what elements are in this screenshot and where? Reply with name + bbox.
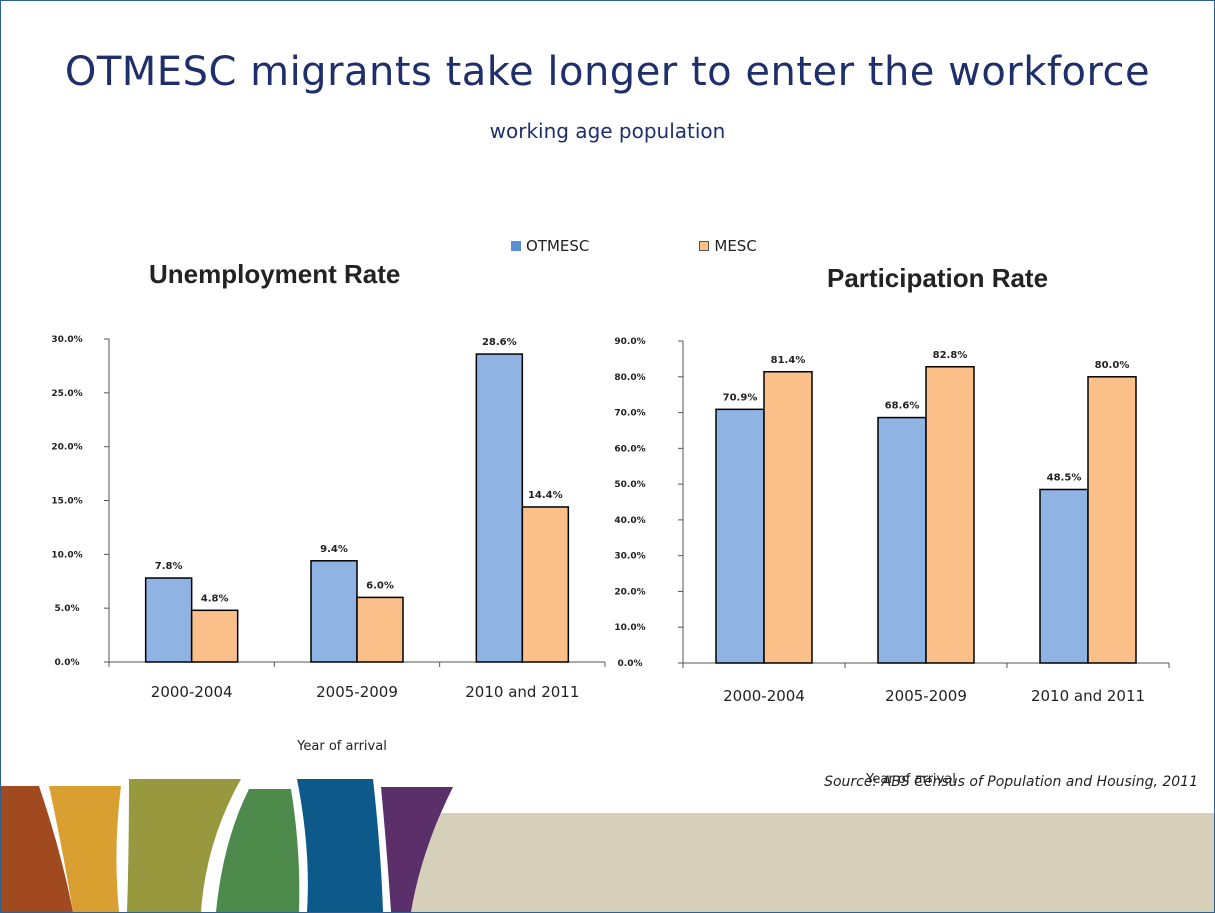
bar-otmesc [1039,488,1089,664]
y-tick-label: 60.0% [614,444,645,454]
decor-ribbon [49,786,121,912]
x-tick-label: 2005-2009 [316,683,398,701]
data-label: 7.8% [155,561,183,572]
legend-label-mesc: MESC [714,237,757,255]
y-tick-label: 70.0% [614,409,645,419]
slide-title: OTMESC migrants take longer to enter the… [64,49,1151,95]
data-label: 82.8% [933,350,968,361]
bar-mesc [925,366,975,664]
x-tick-label: 2005-2009 [885,687,967,705]
decor-ribbon [381,787,453,912]
y-tick-label: 25.0% [51,389,82,399]
participation-chart: 0.0% 10.0% 20.0% 30.0% 40.0% 50.0% 60.0% 70.0% 8… [614,337,1170,787]
data-label: 80.0% [1095,360,1130,371]
y-tick-label: 30.0% [51,335,82,345]
y-tick-label: 0.0% [55,658,80,668]
y-tick-label: 20.0% [614,587,645,597]
data-label: 14.4% [528,490,563,501]
y-tick-label: 40.0% [614,516,645,526]
x-tick-label: 2010 and 2011 [1031,687,1145,705]
x-tick-label: 2000-2004 [723,687,805,705]
y-tick-label: 15.0% [51,497,82,507]
decor-ribbon [127,779,241,912]
y-tick-label: 50.0% [614,480,645,490]
chart-title-participation: Participation Rate [827,263,1049,293]
y-tick-label: 80.0% [614,373,645,383]
data-label: 28.6% [482,337,517,348]
bar-mesc [190,609,239,663]
y-tick-label: 5.0% [55,604,80,614]
source-note: Source: ABS Census of Population and Hou… [824,774,1198,790]
chart-title-unemployment: Unemployment Rate [149,259,401,289]
legend-item-otmesc: OTMESC [511,237,589,255]
decor-ribbon [216,789,300,912]
bar-mesc [356,596,404,663]
data-label: 48.5% [1047,472,1082,483]
bar-otmesc [144,577,193,663]
x-tick-label: 2010 and 2011 [465,683,579,701]
legend-item-mesc: MESC [699,237,757,255]
data-label: 6.0% [366,580,394,591]
x-axis-title: Year of arrival [865,772,956,787]
chart-legend: OTMESC MESC [511,237,757,255]
x-tick-label: 2000-2004 [151,683,233,701]
data-label: 68.6% [885,401,920,412]
bar-mesc [1087,376,1137,664]
decor-band [401,813,1214,912]
y-tick-label: 20.0% [51,443,82,453]
bar-otmesc [310,560,358,663]
data-label: 70.9% [723,392,758,403]
bar-mesc [521,506,570,663]
decor-ribbon [297,779,383,912]
unemployment-chart: 0.0% 5.0% 10.0% 15.0% 20.0% 25.0% 30.0% 2000-20… [51,335,606,754]
legend-swatch-otmesc [511,241,521,251]
legend-swatch-mesc [699,241,710,251]
bar-mesc [763,371,813,664]
legend-label-otmesc: OTMESC [526,237,590,255]
bar-otmesc [877,416,927,664]
decor-ribbons [1,779,1214,912]
data-label: 4.8% [201,593,229,604]
y-tick-label: 10.0% [51,550,82,560]
y-tick-label: 30.0% [614,552,645,562]
bar-otmesc [475,353,524,663]
bar-otmesc [715,408,765,664]
data-label: 81.4% [771,355,806,366]
y-tick-label: 10.0% [614,623,645,633]
x-axis-title: Year of arrival [296,739,387,754]
y-tick-label: 0.0% [618,659,643,669]
decor-ribbon [1,786,73,912]
data-label: 9.4% [320,544,348,555]
y-tick-label: 90.0% [614,337,645,347]
slide-subtitle: working age population [489,119,726,143]
